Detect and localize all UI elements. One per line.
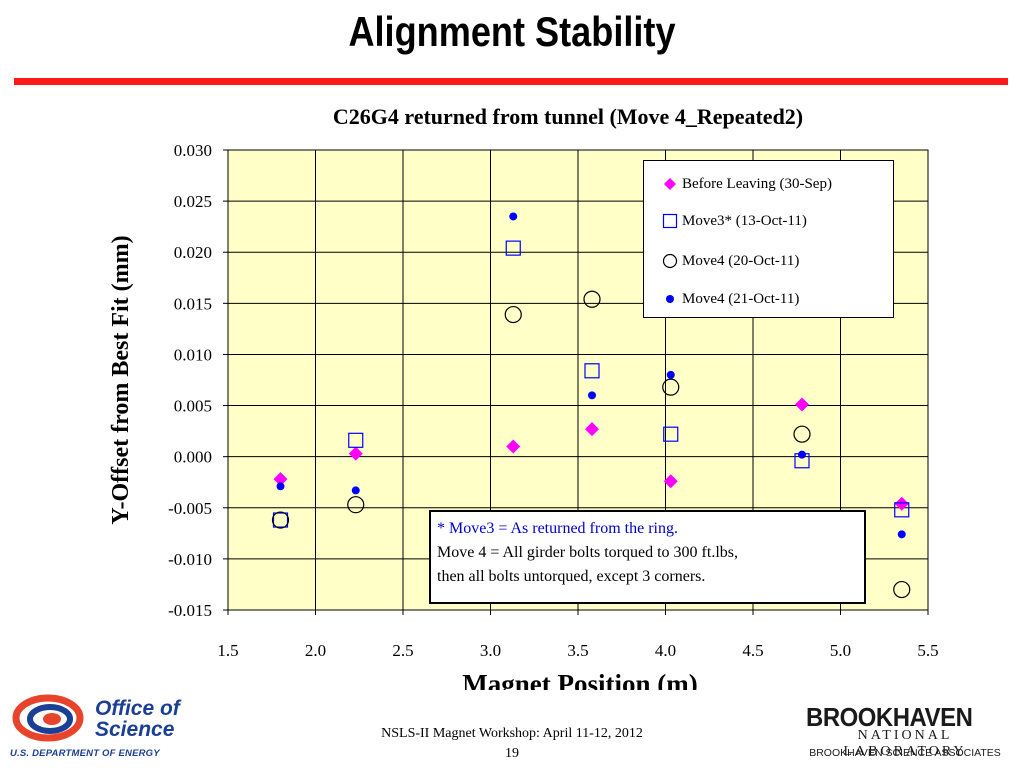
point-move4-21oct [798,450,806,459]
point-move4-21oct [351,486,360,495]
slide-title: Alignment Stability [348,8,676,55]
point-move4-20oct [662,378,680,396]
footer-workshop: NSLS-II Magnet Workshop: April 11-12, 20… [381,726,643,741]
y-tick-label: -0.005 [168,499,212,518]
x-tick-label: 4.5 [742,641,763,660]
point-before-leaving [795,397,809,412]
legend-label: Move4 (21-Oct-11) [682,290,800,307]
brookhaven-logo-name: BROOKHAVEN [806,702,973,732]
point-move4-20oct [504,305,522,324]
open-square-marker-icon [662,213,678,229]
point-move4-21oct [276,482,285,491]
legend-label: Before Leaving (30-Sep) [682,175,832,192]
point-move4-20oct [271,511,290,529]
y-tick-label: 0.015 [174,294,212,313]
doe-office-of-science-logo [10,692,215,760]
x-tick-label: 3.0 [480,641,501,660]
data-points [271,212,911,599]
annotation-line: then all bolts untorqued, except 3 corne… [437,568,706,585]
x-tick-label: 2.5 [392,641,413,660]
y-tick-label: 0.010 [174,345,212,364]
y-tick-label: 0.030 [174,141,212,160]
point-move4-21oct [666,370,675,379]
doe-logo-text: Office of Science [95,698,180,740]
legend-item-move4-20oct: Move4 (20-Oct-11) [662,250,799,272]
point-before-leaving [585,422,599,437]
point-move3 [348,432,364,448]
dot-marker-icon [662,293,678,305]
legend-item-move3: Move3* (13-Oct-11) [662,210,807,232]
legend-item-move4-21oct: Move4 (21-Oct-11) [662,288,799,310]
chart-title: C26G4 returned from tunnel (Move 4_Repea… [333,104,803,129]
point-move3 [505,240,521,256]
y-tick-label: 0.025 [174,192,212,211]
x-axis-label: Magnet Position (m) [462,669,697,690]
annotation-line: * Move3 = As returned from the ring. [437,520,678,537]
point-move4-20oct [793,425,811,443]
legend-item-before-leaving: Before Leaving (30-Sep) [662,173,832,195]
point-move4-21oct [509,212,518,221]
open-circle-marker-icon [662,253,678,269]
x-tick-label: 2.0 [305,641,326,660]
point-before-leaving [273,472,288,487]
point-before-leaving [348,446,363,461]
x-tick-label: 5.5 [917,641,938,660]
legend-label: Move3* (13-Oct-11) [682,212,807,229]
point-before-leaving [894,496,909,511]
footer: NSLS-II Magnet Workshop: April 11-12, 20… [332,724,692,764]
annotation-box: * Move3 = As returned from the ring. Mov… [429,510,866,604]
chart-legend: Before Leaving (30-Sep) Move3* (13-Oct-1… [643,160,894,318]
doe-line1: Office of [95,697,180,720]
point-move3 [663,426,679,442]
point-move4-20oct [583,290,601,308]
doe-swirl-icon [12,694,84,742]
diamond-marker-icon [662,177,678,191]
brookhaven-associates: BROOKHAVEN SCIENCE ASSOCIATES [809,747,1001,759]
y-tick-label: 0.000 [174,448,212,467]
x-tick-label: 3.5 [567,641,588,660]
doe-subtitle: U.S. DEPARTMENT OF ENERGY [10,748,160,759]
point-move3 [584,363,600,379]
y-axis-ticks: 0.030 0.025 0.020 0.015 0.010 0.005 0.000 -0.00… [168,141,228,620]
y-tick-label: 0.005 [174,397,212,416]
x-tick-label: 5.0 [830,641,851,660]
doe-line2: Science [95,718,175,741]
x-tick-label: 1.5 [217,641,238,660]
point-move3 [894,502,910,518]
legend-label: Move4 (20-Oct-11) [682,252,800,269]
point-move4-20oct [893,580,911,599]
page-number: 19 [505,746,519,761]
point-before-leaving [663,474,678,489]
annotation-line: Move 4 = All girder bolts torqued to 300… [437,544,738,561]
y-tick-label: -0.010 [168,550,212,569]
point-before-leaving [506,439,521,454]
x-tick-label: 4.0 [655,641,676,660]
point-move4-21oct [588,391,596,400]
point-move4-21oct [897,530,906,539]
title-rule [14,78,1008,85]
point-move3 [272,512,289,528]
x-axis-ticks: 1.5 2.0 2.5 3.0 3.5 4.0 4.5 5.0 5.5 [217,610,939,660]
y-axis-label: Y-Offset from Best Fit (mm) [108,235,134,524]
y-tick-label: -0.015 [168,601,212,620]
point-move4-20oct [347,496,365,514]
y-tick-label: 0.020 [174,243,212,262]
brookhaven-logo-lab: NATIONAL LABORATORY [843,728,967,759]
